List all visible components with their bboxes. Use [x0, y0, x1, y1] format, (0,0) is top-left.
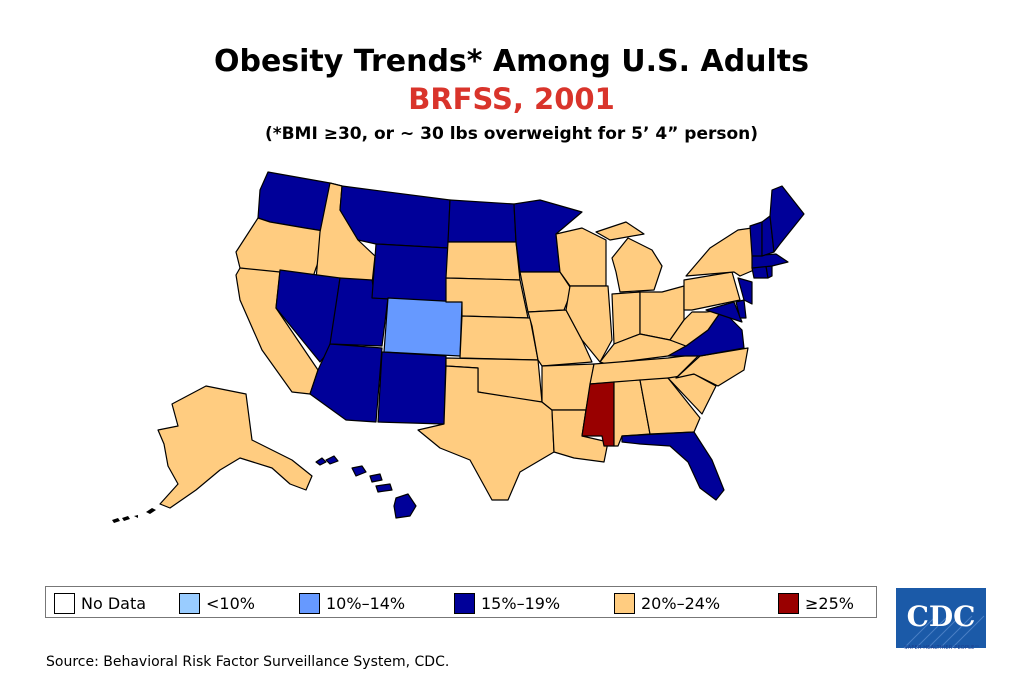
state-maine — [769, 185, 805, 253]
state-texas — [417, 365, 555, 501]
state-arkansas — [541, 363, 595, 411]
state-oregon — [235, 217, 331, 281]
legend-label-10-14: 10%–14% — [326, 593, 406, 613]
state-colorado — [383, 297, 463, 357]
state-new-york — [685, 227, 755, 277]
map-footnote: (*BMI ≥30, or ~ 30 lbs overweight for 5’… — [264, 124, 759, 144]
legend-swatch-25-plus — [778, 592, 799, 614]
legend-swatch-15-19 — [454, 592, 475, 614]
cdc-tagline: SAFER·HEALTHIER·PEOPLE™ — [904, 645, 980, 651]
state-wisconsin — [555, 227, 607, 287]
cdc-logo-text: CDC — [907, 600, 976, 633]
state-vermont — [749, 221, 763, 257]
legend-label-25-plus: ≥25% — [805, 593, 854, 613]
alaska-aleutian-islands — [112, 508, 156, 523]
legend-item-15-19: 15%–19% — [454, 592, 560, 614]
legend-swatch-lt10 — [179, 592, 200, 614]
state-alaska — [157, 385, 313, 509]
legend-item-20-24: 20%–24% — [614, 592, 720, 614]
state-new-jersey — [737, 277, 753, 305]
map-legend: No Data <10% 10%–14% 15%–19% 20%–24% ≥25… — [45, 586, 877, 618]
state-tennessee — [589, 353, 701, 385]
legend-swatch-no-data — [54, 592, 75, 614]
legend-label-20-24: 20%–24% — [641, 593, 721, 613]
state-wyoming — [371, 243, 449, 303]
state-hawaii — [315, 455, 417, 519]
state-north-dakota — [447, 199, 517, 243]
state-arizona — [309, 343, 383, 423]
state-south-dakota — [445, 241, 521, 281]
legend-label-lt10: <10% — [206, 593, 255, 613]
legend-label-15-19: 15%–19% — [481, 593, 561, 613]
legend-item-lt10: <10% — [179, 592, 255, 614]
source-note: Source: Behavioral Risk Factor Surveilla… — [46, 654, 450, 670]
legend-swatch-10-14 — [299, 592, 320, 614]
state-georgia — [639, 377, 701, 435]
legend-label-no-data: No Data — [81, 593, 147, 613]
state-florida — [621, 431, 725, 501]
state-massachusetts — [751, 253, 789, 269]
state-delaware — [735, 299, 747, 319]
legend-item-no-data: No Data — [54, 592, 146, 614]
state-maryland — [705, 301, 743, 323]
map-subtitle: BRFSS, 2001 — [408, 82, 615, 116]
legend-swatch-20-24 — [614, 592, 635, 614]
state-kansas — [459, 315, 539, 361]
legend-item-25-plus: ≥25% — [778, 592, 854, 614]
legend-item-10-14: 10%–14% — [299, 592, 405, 614]
map-title: Obesity Trends* Among U.S. Adults — [213, 44, 810, 79]
state-new-mexico — [377, 351, 447, 425]
cdc-logo: CDC — [896, 588, 986, 648]
state-michigan — [595, 221, 663, 293]
